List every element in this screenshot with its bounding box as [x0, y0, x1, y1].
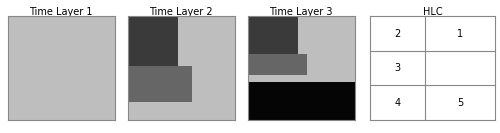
- Text: HLC: HLC: [422, 7, 442, 17]
- Text: 3: 3: [394, 63, 400, 73]
- Text: 2: 2: [394, 29, 400, 39]
- Text: 4: 4: [394, 98, 400, 108]
- Text: 5: 5: [457, 98, 463, 108]
- Text: Time Layer 3: Time Layer 3: [270, 7, 333, 17]
- Text: Time Layer 2: Time Layer 2: [150, 7, 213, 17]
- Text: Time Layer 1: Time Layer 1: [30, 7, 93, 17]
- Text: 1: 1: [457, 29, 463, 39]
